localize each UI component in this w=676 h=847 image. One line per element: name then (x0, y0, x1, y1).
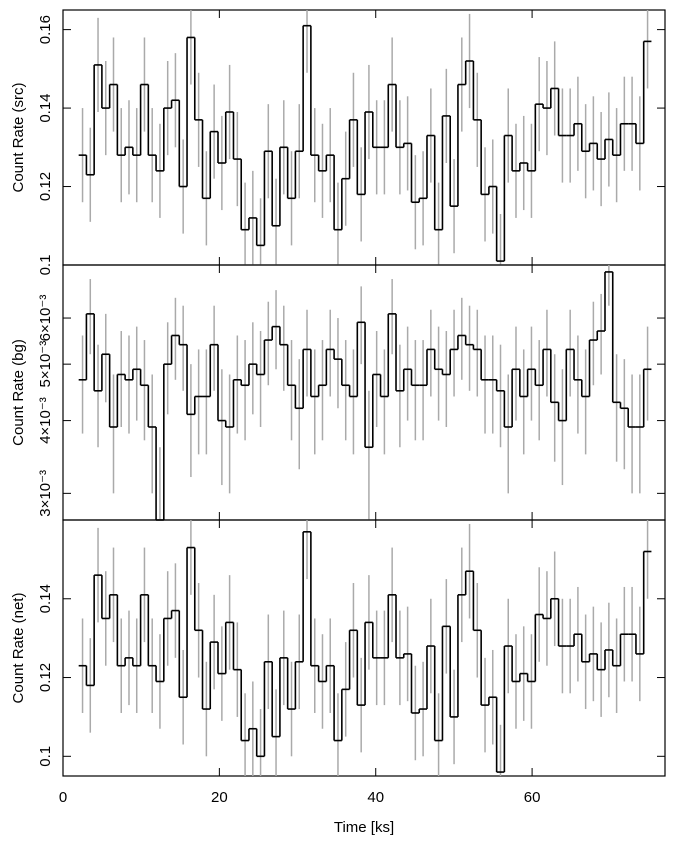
x-axis-label: Time [ks] (334, 819, 394, 836)
y-tick-label: 6×10⁻³ (37, 295, 54, 342)
y-tick-label: 0.1 (37, 746, 54, 767)
y-tick-label: 3×10⁻³ (37, 470, 54, 517)
x-tick-label: 0 (59, 789, 67, 806)
y-tick-label: 0.12 (37, 663, 54, 692)
y-tick-label: 0.1 (37, 255, 54, 276)
y-tick-label: 4×10⁻³ (37, 397, 54, 444)
y-tick-label: 0.12 (37, 172, 54, 201)
x-tick-label: 20 (211, 789, 228, 806)
y-axis-label: Count Rate (bg) (10, 339, 27, 446)
x-tick-label: 60 (524, 789, 541, 806)
plot-frame (62, 9, 666, 266)
y-tick-label: 0.16 (37, 15, 54, 44)
x-tick-label: 40 (367, 789, 384, 806)
y-axis-label: Count Rate (net) (10, 593, 27, 704)
plot-frame (62, 264, 666, 521)
y-axis-label: Count Rate (src) (10, 82, 27, 192)
plot-frame (62, 519, 666, 777)
y-tick-label: 0.14 (37, 93, 54, 122)
y-tick-label: 0.14 (37, 584, 54, 613)
y-tick-label: 5×10⁻³ (37, 341, 54, 388)
